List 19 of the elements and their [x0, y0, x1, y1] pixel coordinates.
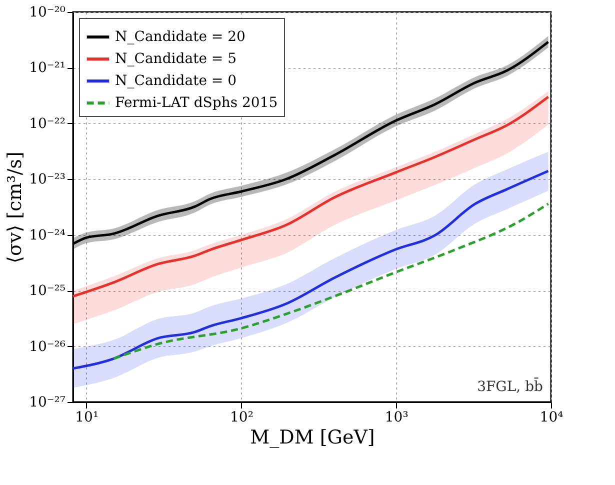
y-tick-label: 10⁻²²: [29, 116, 66, 132]
legend-label: N_Candidate = 20: [115, 29, 246, 45]
legend-label: N_Candidate = 0: [115, 73, 237, 89]
x-axis-title: M_DM [GeV]: [250, 426, 375, 448]
x-tick-label: 10⁴: [540, 410, 564, 426]
legend-label: N_Candidate = 5: [115, 51, 237, 67]
y-tick-label: 10⁻²⁵: [29, 283, 66, 300]
y-axis-title: ⟨σv⟩ [cm³/s]: [4, 152, 26, 264]
annotation: 3FGL, bb̄: [477, 376, 544, 395]
x-tick-label: 10³: [384, 410, 408, 426]
x-tick-label: 10²: [230, 410, 254, 426]
y-tick-label: 10⁻²⁰: [29, 4, 66, 20]
x-tick-label: 10¹: [75, 410, 99, 426]
y-tick-label: 10⁻²⁶: [29, 338, 66, 355]
y-tick-label: 10⁻²⁷: [29, 394, 66, 410]
y-tick-label: 10⁻²³: [29, 172, 66, 188]
legend-label: Fermi-LAT dSphs 2015: [115, 95, 278, 111]
y-tick-label: 10⁻²¹: [29, 60, 66, 76]
y-tick-label: 10⁻²⁴: [29, 227, 66, 244]
